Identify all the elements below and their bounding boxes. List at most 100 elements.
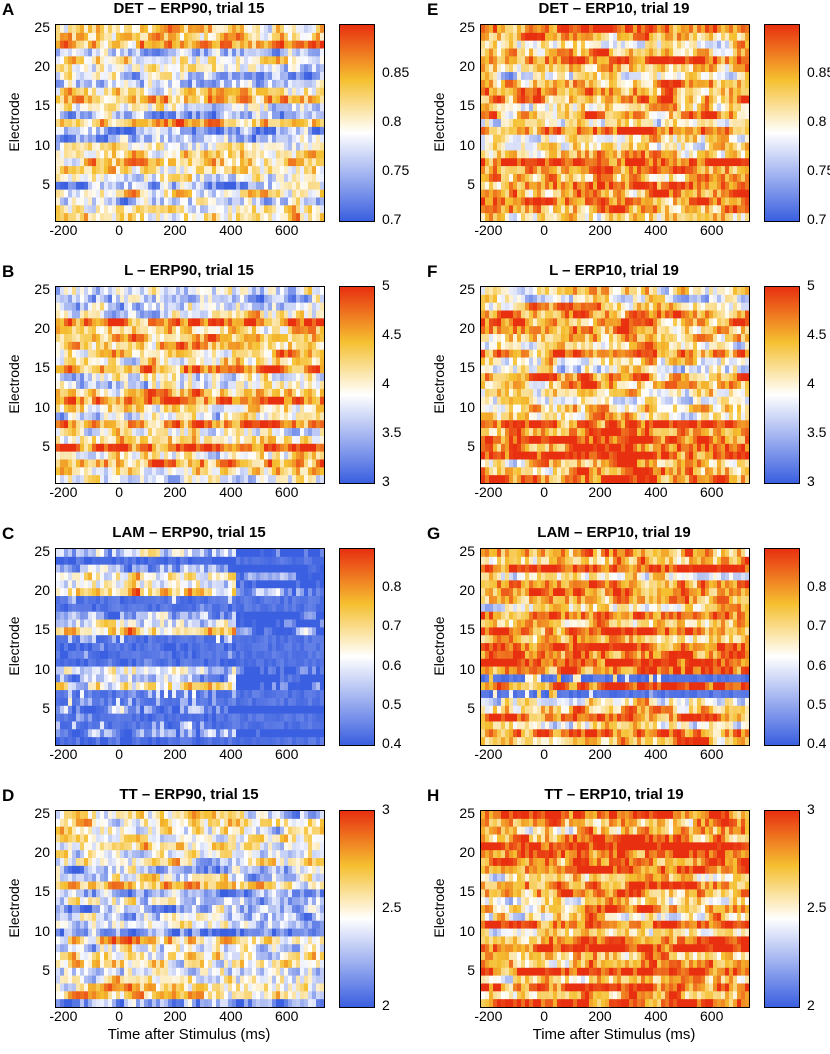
heatmap-cell bbox=[268, 435, 273, 445]
heatmap-cell bbox=[284, 318, 289, 327]
heatmap-cell bbox=[120, 72, 125, 81]
heatmap-cell bbox=[244, 181, 249, 190]
heatmap-cell bbox=[196, 467, 201, 476]
heatmap-cell bbox=[240, 158, 245, 167]
heatmap-cell bbox=[148, 48, 153, 57]
heatmap-cell bbox=[272, 697, 277, 707]
heatmap-cell bbox=[240, 119, 245, 128]
heatmap-cell bbox=[196, 357, 201, 366]
heatmap-cell bbox=[268, 721, 273, 730]
heatmap-cell bbox=[216, 627, 221, 636]
heatmap-cell bbox=[116, 294, 121, 303]
heatmap-cell bbox=[64, 643, 69, 652]
heatmap-cell bbox=[160, 181, 165, 190]
heatmap-cell bbox=[312, 619, 317, 628]
heatmap-cell bbox=[132, 287, 137, 296]
heatmap-cell bbox=[56, 87, 61, 96]
heatmap-cell bbox=[320, 310, 324, 319]
heatmap-cell bbox=[168, 564, 173, 573]
heatmap-cell bbox=[144, 705, 149, 714]
heatmap-cell bbox=[208, 111, 213, 120]
heatmap-cell bbox=[168, 650, 173, 660]
y-tick-label: 20 bbox=[34, 320, 50, 337]
heatmap-cell bbox=[108, 95, 113, 104]
heatmap-cell bbox=[172, 119, 177, 128]
heatmap-cell bbox=[228, 302, 233, 311]
heatmap-cell bbox=[184, 467, 189, 476]
heatmap-cell bbox=[252, 713, 257, 722]
heatmap-cell bbox=[108, 40, 113, 49]
heatmap-cell bbox=[112, 318, 117, 327]
heatmap-cell bbox=[72, 729, 77, 738]
heatmap-cell bbox=[224, 302, 229, 311]
heatmap-cell bbox=[320, 475, 324, 483]
heatmap-cell bbox=[212, 729, 217, 738]
heatmap-cell bbox=[72, 111, 77, 120]
heatmap-cell bbox=[176, 697, 181, 707]
heatmap-cell bbox=[216, 412, 221, 421]
heatmap-cell bbox=[292, 643, 297, 652]
heatmap-cell bbox=[264, 596, 269, 605]
heatmap-cell bbox=[312, 166, 317, 175]
heatmap-cell bbox=[172, 173, 177, 183]
heatmap-cell bbox=[292, 287, 297, 296]
heatmap-cell bbox=[260, 87, 265, 96]
heatmap-cell bbox=[192, 658, 197, 667]
heatmap-cell bbox=[252, 658, 257, 667]
heatmap-cell bbox=[204, 189, 209, 198]
heatmap-cell bbox=[312, 381, 317, 390]
heatmap-cell bbox=[304, 451, 309, 460]
heatmap-cell bbox=[284, 381, 289, 390]
heatmap-cell bbox=[180, 564, 185, 573]
heatmap-cell bbox=[60, 475, 65, 483]
heatmap-cell bbox=[252, 705, 257, 714]
heatmap-cell bbox=[180, 721, 185, 730]
heatmap-cell bbox=[136, 588, 141, 597]
heatmap-cell bbox=[60, 729, 65, 738]
heatmap-cell bbox=[200, 428, 205, 437]
heatmap-cell bbox=[144, 596, 149, 605]
heatmap-cell bbox=[120, 388, 125, 398]
y-tick-label: 15 bbox=[34, 97, 50, 114]
heatmap-cell bbox=[164, 79, 169, 89]
heatmap-cell bbox=[224, 126, 229, 136]
heatmap-cell bbox=[312, 682, 317, 691]
heatmap-cell bbox=[96, 588, 101, 597]
heatmap-cell bbox=[204, 158, 209, 167]
heatmap-cell bbox=[68, 420, 73, 429]
heatmap-cell bbox=[112, 603, 117, 613]
heatmap-cell bbox=[256, 643, 261, 652]
heatmap-cell bbox=[56, 326, 61, 335]
heatmap-cell bbox=[156, 396, 161, 405]
heatmap-cell bbox=[296, 451, 301, 460]
heatmap-cell bbox=[208, 181, 213, 190]
heatmap-cell bbox=[56, 287, 61, 296]
heatmap-cell bbox=[88, 341, 93, 351]
heatmap-cell bbox=[104, 119, 109, 128]
heatmap-cell bbox=[212, 119, 217, 128]
heatmap-cell bbox=[228, 64, 233, 73]
heatmap-cell bbox=[96, 294, 101, 303]
heatmap-cell bbox=[128, 721, 133, 730]
heatmap-cell bbox=[208, 705, 213, 714]
heatmap-cell bbox=[84, 142, 89, 151]
heatmap-cell bbox=[308, 443, 313, 452]
heatmap-cell bbox=[276, 158, 281, 167]
heatmap-cell bbox=[64, 48, 69, 57]
heatmap-cell bbox=[256, 697, 261, 707]
heatmap-cell bbox=[148, 40, 153, 49]
heatmap-cell bbox=[276, 690, 281, 699]
heatmap-cell bbox=[220, 388, 225, 398]
heatmap-cell bbox=[200, 205, 205, 214]
heatmap-cell bbox=[180, 111, 185, 120]
heatmap-cell bbox=[188, 428, 193, 437]
heatmap-cell bbox=[312, 302, 317, 311]
heatmap-cell bbox=[184, 549, 189, 558]
heatmap-cell bbox=[256, 294, 261, 303]
heatmap-cell bbox=[292, 326, 297, 335]
heatmap-cell bbox=[300, 404, 305, 413]
heatmap-cell bbox=[88, 64, 93, 73]
heatmap-cell bbox=[228, 596, 233, 605]
heatmap-cell bbox=[280, 467, 285, 476]
heatmap-cell bbox=[128, 627, 133, 636]
